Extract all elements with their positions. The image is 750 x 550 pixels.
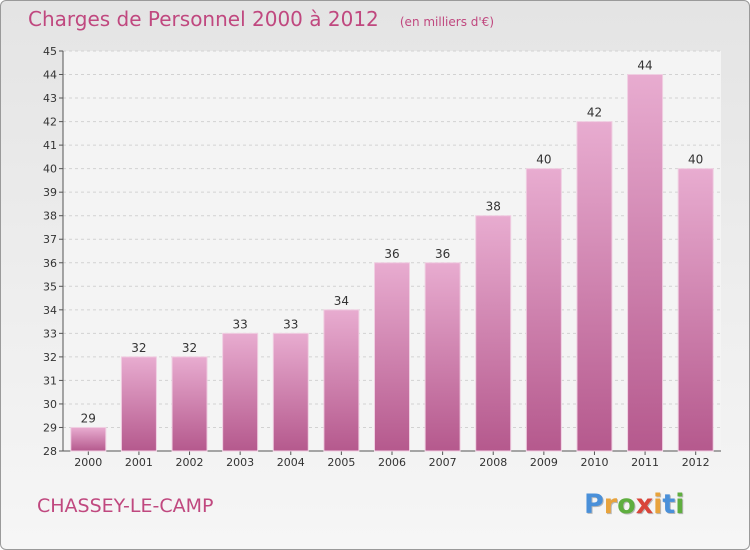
brand-letter: x (635, 489, 654, 520)
y-tick-label: 33 (43, 327, 57, 340)
value-label: 44 (637, 59, 652, 73)
y-tick-label: 34 (43, 304, 57, 317)
brand-letter: r (603, 489, 618, 520)
bar-2000 (70, 426, 107, 452)
y-tick-label: 41 (43, 139, 57, 152)
x-tick-label: 2004 (277, 456, 305, 469)
value-label: 36 (384, 247, 399, 261)
y-tick-label: 30 (43, 398, 57, 411)
value-label: 32 (182, 341, 197, 355)
value-label: 33 (233, 317, 248, 331)
y-tick-label: 29 (43, 421, 57, 434)
data-labels: 29 32 32 33 33 34 36 36 38 40 42 44 40 (81, 59, 704, 426)
value-label: 33 (283, 317, 298, 331)
x-tick-label: 2009 (530, 456, 558, 469)
value-label: 40 (688, 153, 703, 167)
brand-letter: t (662, 489, 676, 520)
brand-letter: i (653, 489, 663, 520)
x-tick-label: 2012 (682, 456, 710, 469)
y-tick-label: 45 (43, 45, 57, 58)
y-tick-label: 28 (43, 445, 57, 458)
y-tick-label: 31 (43, 374, 57, 387)
y-tick-label: 44 (43, 69, 57, 82)
y-tick-label: 39 (43, 186, 57, 199)
value-label: 29 (81, 411, 96, 425)
value-label: 38 (486, 200, 501, 214)
y-tick-label: 38 (43, 210, 57, 223)
brand-letter: o (617, 489, 636, 520)
x-tick-label: 2008 (479, 456, 507, 469)
brand-letter: i (675, 489, 685, 520)
bar-2002 (171, 356, 208, 452)
bar-2010 (576, 121, 613, 452)
value-label: 36 (435, 247, 450, 261)
bars (70, 74, 714, 452)
value-label: 32 (131, 341, 146, 355)
axes: 28 29 30 31 32 33 34 35 36 37 38 39 40 41 42 43 44 45 2000… (43, 45, 721, 469)
y-tick-label: 42 (43, 116, 57, 129)
bar-2003 (222, 332, 259, 452)
x-tick-label: 2002 (176, 456, 204, 469)
x-tick-label: 2010 (580, 456, 608, 469)
brand-logo: Proxiti (584, 489, 685, 520)
bar-2006 (374, 262, 410, 452)
y-tick-label: 37 (43, 233, 57, 246)
place-name: CHASSEY-LE-CAMP (37, 495, 214, 517)
x-tick-label: 2006 (378, 456, 406, 469)
y-tick-label: 40 (43, 163, 57, 176)
bar-2001 (120, 356, 157, 452)
bar-2008 (475, 215, 512, 452)
x-tick-label: 2007 (429, 456, 457, 469)
bar-2012 (677, 168, 714, 452)
brand-letter: P (584, 489, 604, 520)
chart-title: Charges de Personnel 2000 à 2012 (28, 7, 379, 31)
y-tick-label: 36 (43, 257, 57, 270)
y-tick-label: 35 (43, 280, 57, 293)
value-label: 34 (334, 294, 349, 308)
x-tick-label: 2000 (74, 456, 102, 469)
bar-2009 (525, 168, 562, 452)
chart-subtitle: (en milliers d'€) (399, 15, 494, 29)
x-tick-label: 2001 (125, 456, 153, 469)
bar-2011 (627, 74, 664, 452)
bar-2005 (323, 309, 360, 452)
y-tick-label: 43 (43, 92, 57, 105)
value-label: 42 (587, 106, 602, 120)
y-tick-label: 32 (43, 351, 57, 364)
bar-2004 (272, 332, 309, 452)
bar-2007 (424, 262, 461, 452)
x-tick-label: 2011 (631, 456, 659, 469)
title-row: Charges de Personnel 2000 à 2012 (en mil… (28, 7, 494, 31)
x-tick-label: 2003 (226, 456, 254, 469)
value-label: 40 (536, 153, 551, 167)
x-tick-label: 2005 (327, 456, 355, 469)
